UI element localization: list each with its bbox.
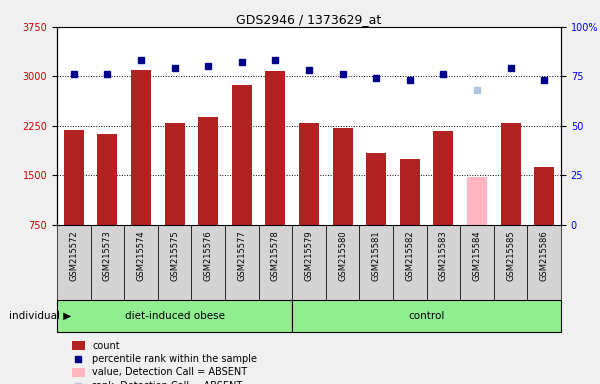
Bar	[225, 225, 259, 300]
Text: GSM215579: GSM215579	[305, 231, 314, 281]
Text: control: control	[409, 311, 445, 321]
Text: value, Detection Call = ABSENT: value, Detection Call = ABSENT	[92, 367, 247, 377]
Bar	[527, 225, 561, 300]
Bar	[57, 225, 91, 300]
Bar	[534, 167, 554, 225]
Bar	[292, 225, 326, 300]
Bar	[467, 177, 487, 225]
Bar	[359, 225, 393, 300]
Bar	[332, 128, 353, 225]
Text: GSM215576: GSM215576	[204, 231, 212, 281]
Text: percentile rank within the sample: percentile rank within the sample	[92, 354, 257, 364]
Bar	[131, 70, 151, 225]
Text: GSM215585: GSM215585	[506, 231, 515, 281]
Text: count: count	[92, 341, 120, 351]
Text: GSM215573: GSM215573	[103, 231, 112, 281]
Bar	[259, 225, 292, 300]
Bar	[72, 341, 85, 350]
Bar	[97, 134, 118, 225]
Text: GSM215583: GSM215583	[439, 231, 448, 281]
Text: rank, Detection Call = ABSENT: rank, Detection Call = ABSENT	[92, 381, 242, 384]
Bar	[232, 85, 252, 225]
Bar	[64, 130, 84, 225]
Bar	[57, 300, 292, 332]
Text: GSM215577: GSM215577	[238, 231, 247, 281]
Bar	[326, 225, 359, 300]
Bar	[292, 300, 561, 332]
Bar	[198, 117, 218, 225]
Bar	[164, 123, 185, 225]
Bar	[366, 153, 386, 225]
Text: GSM215581: GSM215581	[372, 231, 381, 281]
Bar	[400, 159, 420, 225]
Text: individual ▶: individual ▶	[9, 311, 71, 321]
Bar	[433, 131, 454, 225]
Bar	[299, 123, 319, 225]
Text: GSM215586: GSM215586	[540, 231, 549, 281]
Text: GSM215575: GSM215575	[170, 231, 179, 281]
Bar	[72, 368, 85, 377]
Bar	[191, 225, 225, 300]
Bar	[494, 225, 527, 300]
Bar	[124, 225, 158, 300]
Text: GSM215578: GSM215578	[271, 231, 280, 281]
Bar	[500, 123, 521, 225]
Bar	[91, 225, 124, 300]
Bar	[158, 225, 191, 300]
Text: GSM215580: GSM215580	[338, 231, 347, 281]
Text: GSM215582: GSM215582	[406, 231, 415, 281]
Bar	[265, 71, 286, 225]
Title: GDS2946 / 1373629_at: GDS2946 / 1373629_at	[236, 13, 382, 26]
Text: GSM215584: GSM215584	[473, 231, 482, 281]
Bar	[427, 225, 460, 300]
Text: diet-induced obese: diet-induced obese	[125, 311, 224, 321]
Text: GSM215572: GSM215572	[70, 231, 78, 281]
Text: GSM215574: GSM215574	[137, 231, 146, 281]
Bar	[460, 225, 494, 300]
Bar	[393, 225, 427, 300]
